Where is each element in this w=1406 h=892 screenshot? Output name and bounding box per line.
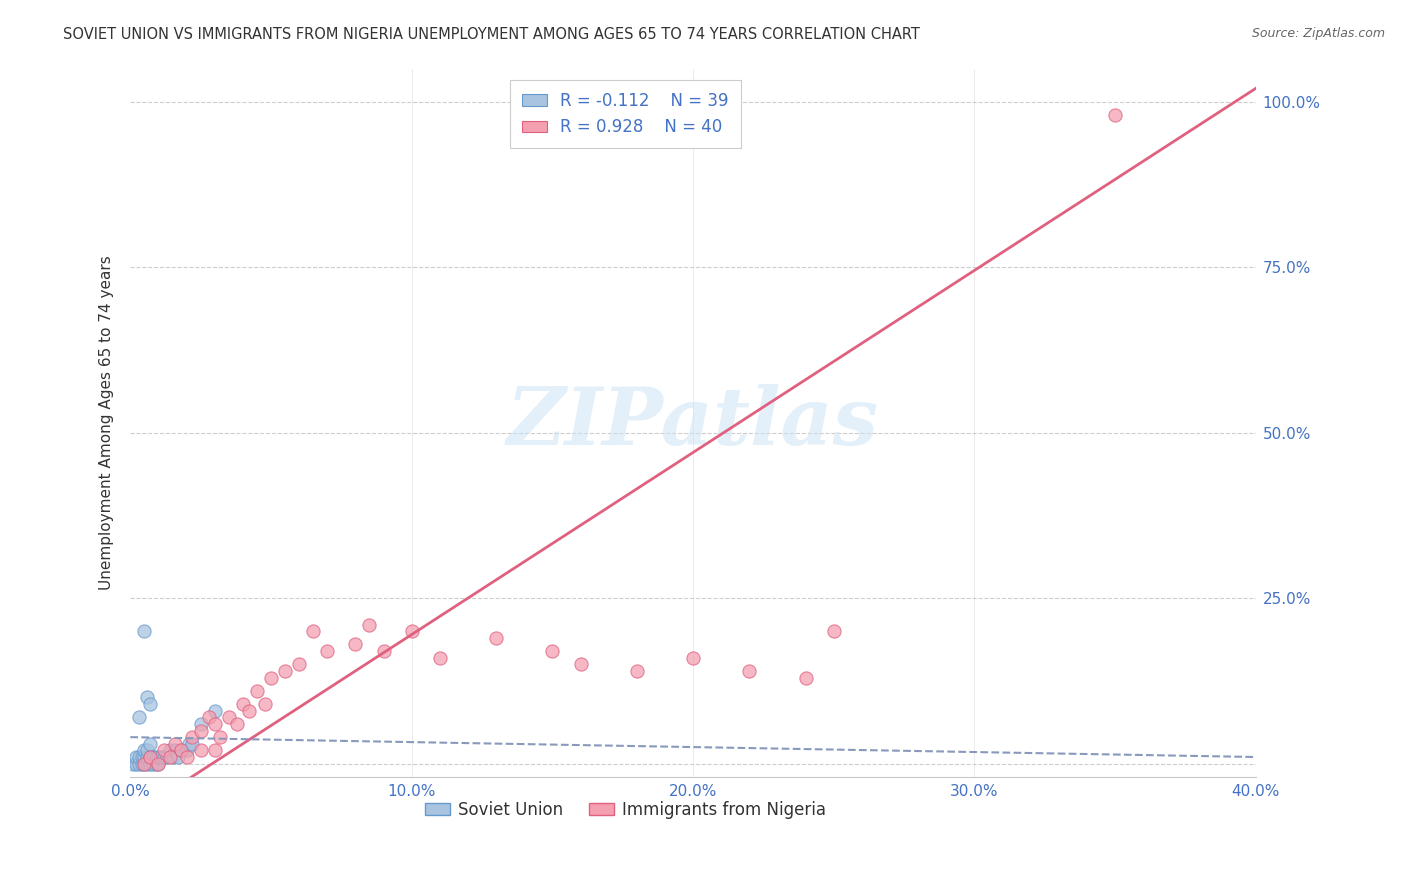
Point <box>373 644 395 658</box>
Point <box>150 750 173 764</box>
Point <box>176 750 198 764</box>
Point <box>190 743 212 757</box>
Point <box>226 717 249 731</box>
Point <box>128 710 150 724</box>
Point <box>142 750 165 764</box>
Point <box>136 690 159 705</box>
Point <box>198 710 221 724</box>
Point <box>139 697 162 711</box>
Legend: Soviet Union, Immigrants from Nigeria: Soviet Union, Immigrants from Nigeria <box>419 794 832 825</box>
Point <box>139 750 162 764</box>
Point <box>682 650 704 665</box>
Point <box>823 624 845 639</box>
Point <box>288 657 311 672</box>
Point <box>136 750 159 764</box>
Point <box>181 737 204 751</box>
Point <box>238 704 260 718</box>
Point <box>190 723 212 738</box>
Point <box>128 750 150 764</box>
Point <box>139 750 162 764</box>
Point <box>167 750 190 764</box>
Point <box>170 743 193 757</box>
Point <box>148 756 170 771</box>
Point <box>148 750 170 764</box>
Point <box>159 750 181 764</box>
Point <box>179 737 201 751</box>
Point <box>274 664 297 678</box>
Point <box>794 671 817 685</box>
Point <box>142 756 165 771</box>
Point <box>429 650 451 665</box>
Point <box>204 717 226 731</box>
Point <box>541 644 564 658</box>
Point <box>204 743 226 757</box>
Point <box>181 730 204 744</box>
Point <box>232 697 254 711</box>
Point <box>134 624 156 639</box>
Point <box>302 624 325 639</box>
Point <box>153 743 176 757</box>
Point <box>218 710 240 724</box>
Point <box>204 704 226 718</box>
Point <box>359 617 381 632</box>
Point <box>165 743 187 757</box>
Point <box>148 756 170 771</box>
Point <box>122 756 145 771</box>
Point <box>254 697 277 711</box>
Point <box>316 644 339 658</box>
Point <box>131 756 153 771</box>
Text: Source: ZipAtlas.com: Source: ZipAtlas.com <box>1251 27 1385 40</box>
Point <box>153 750 176 764</box>
Y-axis label: Unemployment Among Ages 65 to 74 years: Unemployment Among Ages 65 to 74 years <box>100 255 114 591</box>
Point <box>145 756 167 771</box>
Point <box>134 756 156 771</box>
Point <box>626 664 648 678</box>
Point <box>145 750 167 764</box>
Point <box>1104 108 1126 122</box>
Text: SOVIET UNION VS IMMIGRANTS FROM NIGERIA UNEMPLOYMENT AMONG AGES 65 TO 74 YEARS C: SOVIET UNION VS IMMIGRANTS FROM NIGERIA … <box>63 27 920 42</box>
Point <box>209 730 232 744</box>
Point <box>176 743 198 757</box>
Point <box>128 756 150 771</box>
Point <box>136 756 159 771</box>
Point <box>125 750 148 764</box>
Text: ZIPatlas: ZIPatlas <box>508 384 879 461</box>
Point <box>165 737 187 751</box>
Point <box>569 657 592 672</box>
Point <box>139 737 162 751</box>
Point <box>156 750 179 764</box>
Point <box>139 756 162 771</box>
Point <box>485 631 508 645</box>
Point <box>260 671 283 685</box>
Point <box>136 743 159 757</box>
Point <box>134 750 156 764</box>
Point <box>131 750 153 764</box>
Point <box>246 683 269 698</box>
Point <box>738 664 761 678</box>
Point <box>125 756 148 771</box>
Point <box>162 750 184 764</box>
Point <box>401 624 423 639</box>
Point <box>344 637 367 651</box>
Point <box>190 717 212 731</box>
Point <box>134 743 156 757</box>
Point <box>170 743 193 757</box>
Point <box>134 756 156 771</box>
Point <box>159 743 181 757</box>
